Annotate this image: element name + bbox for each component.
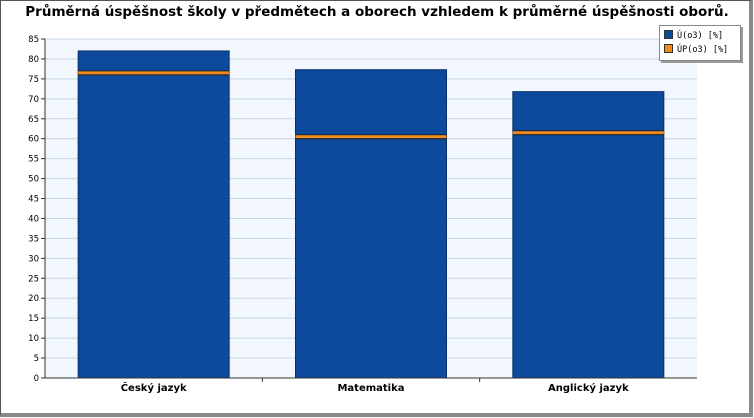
legend-swatch-up (664, 44, 673, 53)
y-tick-label: 45 (28, 195, 39, 205)
marker-up (512, 131, 664, 135)
bar-u (77, 50, 230, 379)
y-tick-label: 10 (28, 334, 39, 344)
y-tick-label: 15 (28, 314, 39, 324)
y-tick-label: 50 (28, 175, 39, 185)
chart-title: Průměrná úspěšnost školy v předmětech a … (25, 4, 729, 20)
y-tick-label: 55 (28, 155, 39, 165)
axis-layer: 0 5 10 15 20 25 30 35 40 45 50 55 60 65 70 75 80 85 Český … (28, 35, 697, 394)
y-tick-label: 70 (28, 95, 39, 105)
y-tick-label: 85 (28, 35, 39, 45)
legend-item-up: ÚP(o3) [%] (664, 44, 728, 56)
legend-item-u: Ú(o3) [%] (664, 30, 723, 42)
marker-up (78, 71, 230, 75)
x-tick-label: Matematika (337, 383, 404, 394)
y-tick-label: 0 (34, 374, 39, 384)
legend-swatch-u (664, 30, 673, 39)
y-tick-label: 20 (28, 294, 39, 304)
y-tick-label: 25 (28, 274, 39, 284)
y-tick-label: 5 (34, 354, 39, 364)
y-tick-label: 80 (28, 55, 39, 65)
y-tick-label: 40 (28, 214, 39, 224)
y-tick-label: 75 (28, 75, 39, 85)
legend: Ú(o3) [%] ÚP(o3) [%] (659, 25, 741, 61)
legend-label-u: Ú(o3) [%] (677, 31, 724, 41)
y-tick-label: 60 (28, 135, 39, 145)
bar-u (512, 91, 665, 379)
y-tick-label: 65 (28, 115, 39, 125)
bars-layer (77, 50, 665, 379)
x-tick-label: Anglický jazyk (548, 382, 629, 394)
x-tick-label: Český jazyk (121, 381, 187, 394)
y-tick-label: 35 (28, 234, 39, 244)
bar-u (295, 69, 447, 379)
legend-label-up: ÚP(o3) [%] (677, 45, 729, 55)
y-tick-label: 30 (28, 254, 39, 264)
marker-up (295, 135, 447, 139)
